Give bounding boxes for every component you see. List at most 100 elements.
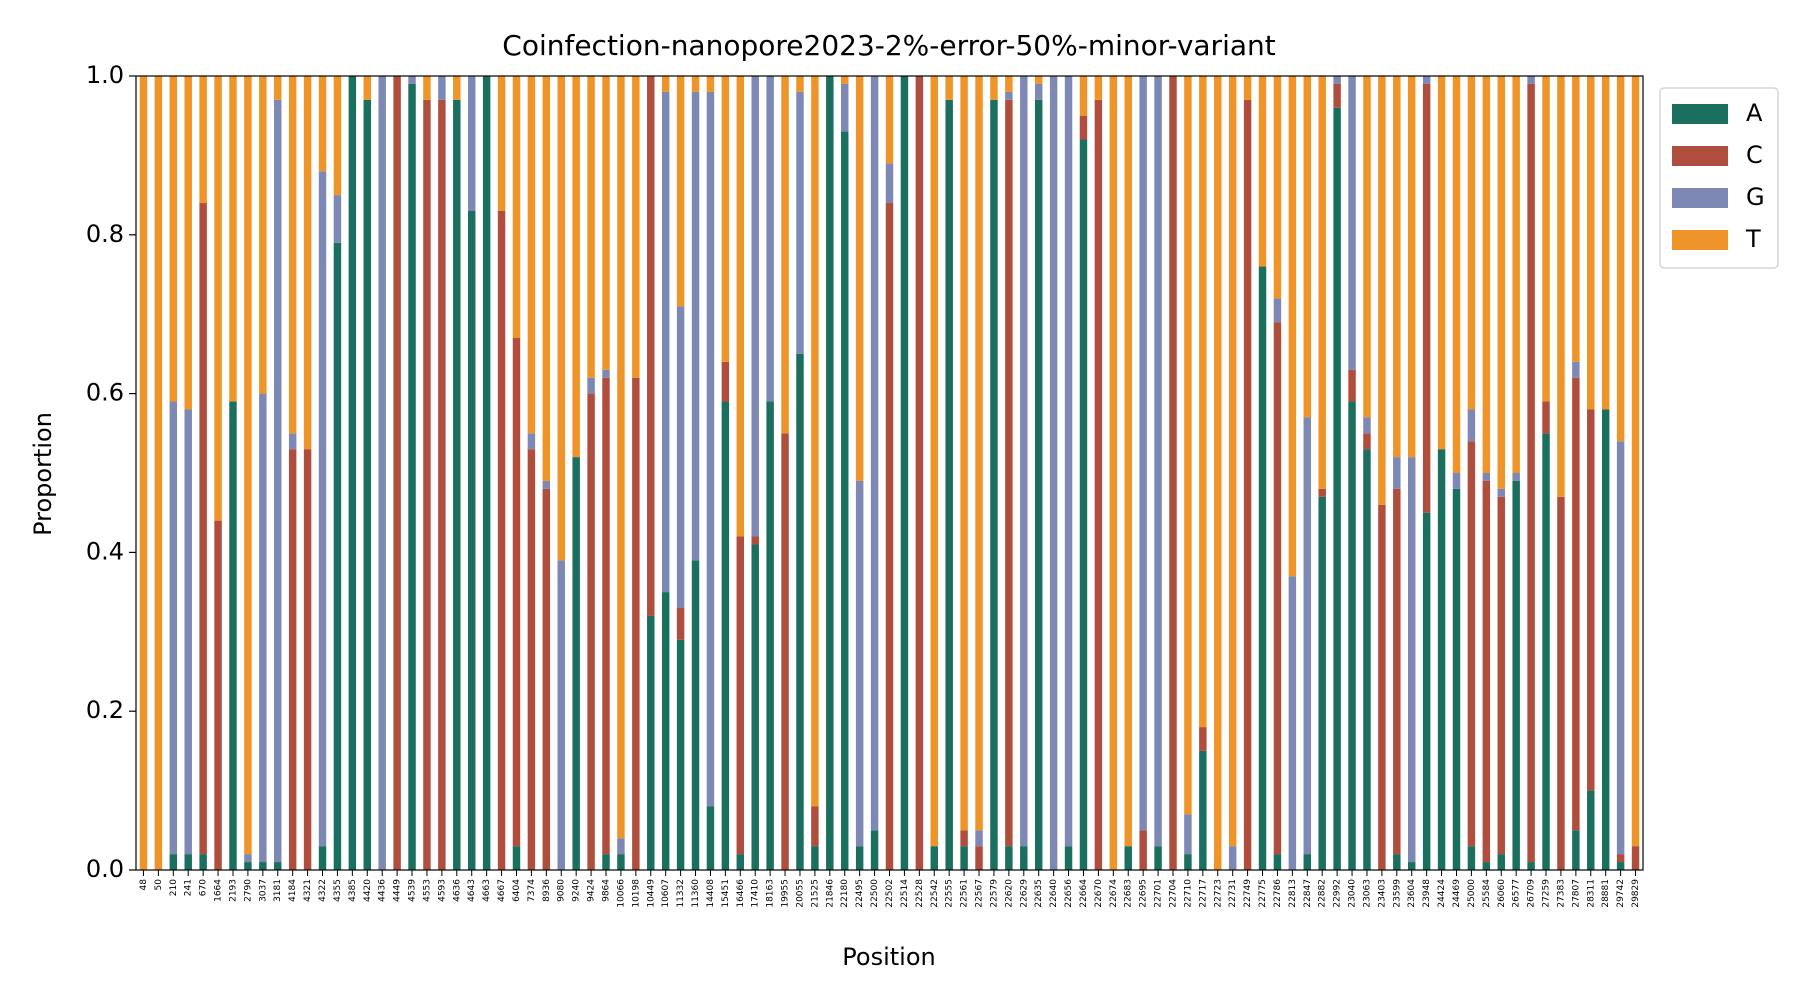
bar-segment — [1363, 449, 1371, 870]
bar-segment — [587, 76, 595, 378]
bar-segment — [1393, 854, 1401, 870]
bar-segment — [1109, 76, 1118, 870]
bar-segment — [1601, 76, 1610, 410]
bar-segment — [960, 76, 968, 831]
bar-segment — [1542, 433, 1550, 870]
bar-segment — [214, 76, 222, 521]
bar-segment — [647, 615, 655, 870]
bar-segment — [930, 76, 938, 847]
bar-segment — [1572, 830, 1580, 870]
bar-segment — [184, 76, 192, 410]
bar-segment — [453, 99, 461, 870]
bar-segment — [1572, 76, 1580, 362]
bar-segment — [1482, 76, 1491, 473]
bar-segment — [617, 854, 625, 870]
bar-segment — [885, 76, 894, 164]
x-tick-label: 210 — [169, 879, 179, 896]
bar-segment — [766, 76, 774, 402]
y-tick-label: 1.0 — [86, 61, 124, 89]
bar-segment — [318, 171, 327, 847]
x-tick-label: 22514 — [900, 879, 910, 908]
x-tick-label: 50 — [154, 879, 164, 891]
bar-segment — [1079, 76, 1088, 116]
bar-segment — [333, 76, 342, 196]
bar-segment — [1601, 409, 1610, 870]
bar-segment — [259, 393, 267, 863]
bar-segment — [676, 306, 685, 608]
bar-segment — [855, 846, 864, 870]
bar-segment — [1079, 139, 1088, 870]
bar-segment — [274, 99, 282, 863]
y-tick-label: 0.0 — [86, 855, 124, 883]
x-tick-label: 4321 — [303, 879, 313, 902]
bar-segment — [423, 76, 431, 100]
bar-segment — [1124, 76, 1132, 847]
x-tick-label: 22775 — [1258, 879, 1268, 908]
y-axis-label: Proportion — [29, 412, 57, 536]
bar-segment — [244, 854, 252, 863]
bar-segment — [1064, 76, 1073, 847]
x-tick-label: 23040 — [1348, 879, 1358, 908]
bar-segment — [1467, 409, 1476, 442]
bar-segment — [1587, 409, 1595, 791]
bar-segment — [1273, 298, 1282, 323]
bar-segment — [1527, 76, 1535, 84]
bar-segment — [676, 639, 685, 870]
bar-segment — [766, 401, 774, 870]
bar-segment — [870, 830, 879, 870]
x-tick-label: 11332 — [676, 879, 686, 908]
x-tick-label: 29742 — [1616, 879, 1626, 908]
bar-segment — [348, 76, 357, 870]
legend-swatch — [1672, 188, 1728, 208]
x-tick-label: 27383 — [1556, 879, 1566, 908]
bar-segment — [960, 846, 968, 870]
x-tick-label: 22542 — [930, 879, 940, 908]
bar-segment — [1587, 790, 1595, 870]
bar-segment — [1139, 830, 1147, 870]
bar-segment — [1482, 862, 1491, 870]
x-tick-label: 20055 — [795, 879, 805, 908]
bar-segment — [482, 76, 491, 870]
bar-segment — [751, 544, 759, 870]
x-tick-label: 9080 — [557, 879, 567, 902]
bar-segment — [1303, 76, 1312, 418]
bar-segment — [303, 449, 312, 870]
bar-segment — [1303, 417, 1312, 855]
x-tick-label: 7374 — [527, 879, 537, 902]
bar-segment — [333, 195, 342, 243]
bar-segment — [736, 854, 745, 870]
bar-segment — [661, 76, 670, 92]
bar-segment — [169, 76, 178, 402]
x-tick-label: 22567 — [975, 879, 985, 908]
x-tick-label: 10198 — [631, 879, 641, 908]
x-tick-label: 1664 — [214, 879, 224, 902]
bar-segment — [378, 76, 386, 870]
bar-segment — [960, 830, 968, 847]
x-tick-label: 27259 — [1542, 879, 1552, 908]
bar-segment — [1542, 76, 1550, 402]
bar-segment — [557, 560, 565, 870]
x-tick-label: 27807 — [1571, 879, 1581, 908]
bar-segment — [1512, 480, 1520, 870]
x-tick-label: 4355 — [333, 879, 343, 902]
bar-segment — [1154, 846, 1162, 870]
bar-segment — [288, 449, 297, 870]
bar-segment — [826, 76, 834, 870]
legend-label: G — [1746, 183, 1765, 211]
bar-segment — [1407, 457, 1416, 863]
bar-segment — [453, 76, 461, 100]
x-tick-label: 241 — [184, 879, 194, 896]
bar-segment — [1020, 76, 1028, 847]
bar-segment — [1393, 457, 1401, 489]
bar-segment — [199, 854, 207, 870]
bar-segment — [184, 854, 192, 870]
x-tick-label: 4322 — [318, 879, 328, 902]
bar-segment — [990, 99, 998, 870]
bar-segment — [1079, 115, 1088, 140]
bar-segment — [676, 607, 685, 640]
bar-segment — [900, 76, 909, 870]
bar-segment — [602, 369, 610, 378]
bar-segment — [288, 433, 297, 450]
x-tick-label: 10607 — [661, 879, 671, 908]
x-tick-label: 22992 — [1333, 879, 1343, 908]
